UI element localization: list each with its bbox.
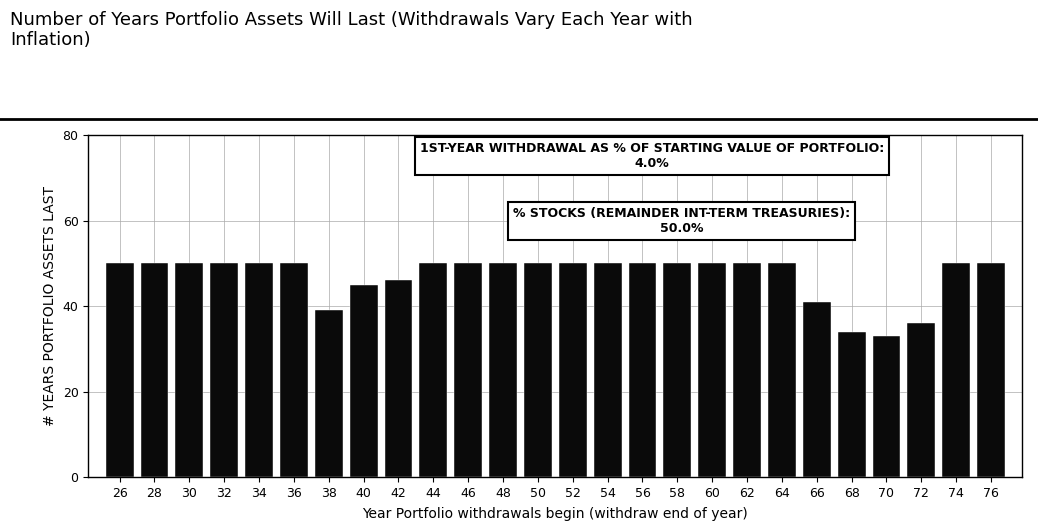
Bar [419, 263, 447, 477]
Bar [524, 263, 552, 477]
Bar [455, 263, 482, 477]
Bar [838, 332, 866, 477]
Bar [873, 336, 900, 477]
Bar [802, 302, 830, 477]
X-axis label: Year Portfolio withdrawals begin (withdraw end of year): Year Portfolio withdrawals begin (withdr… [362, 507, 748, 520]
Bar [315, 311, 343, 477]
Bar [768, 263, 796, 477]
Bar [558, 263, 586, 477]
Bar [943, 263, 971, 477]
Y-axis label: # YEARS PORTFOLIO ASSETS LAST: # YEARS PORTFOLIO ASSETS LAST [43, 186, 57, 426]
Bar [977, 263, 1005, 477]
Bar [663, 263, 691, 477]
Text: % STOCKS (REMAINDER INT-TERM TREASURIES):
50.0%: % STOCKS (REMAINDER INT-TERM TREASURIES)… [513, 207, 850, 235]
Bar [384, 280, 412, 477]
Bar [175, 263, 203, 477]
Bar [350, 285, 378, 477]
Text: 1ST-YEAR WITHDRAWAL AS % OF STARTING VALUE OF PORTFOLIO:
4.0%: 1ST-YEAR WITHDRAWAL AS % OF STARTING VAL… [419, 142, 884, 170]
Bar [489, 263, 517, 477]
Bar [907, 323, 935, 477]
Text: Number of Years Portfolio Assets Will Last (Withdrawals Vary Each Year with
Infl: Number of Years Portfolio Assets Will La… [10, 11, 693, 49]
Bar [733, 263, 761, 477]
Bar [140, 263, 168, 477]
Bar [594, 263, 622, 477]
Bar [106, 263, 134, 477]
Bar [629, 263, 656, 477]
Bar [280, 263, 308, 477]
Bar [699, 263, 727, 477]
Bar [211, 263, 238, 477]
Bar [245, 263, 273, 477]
